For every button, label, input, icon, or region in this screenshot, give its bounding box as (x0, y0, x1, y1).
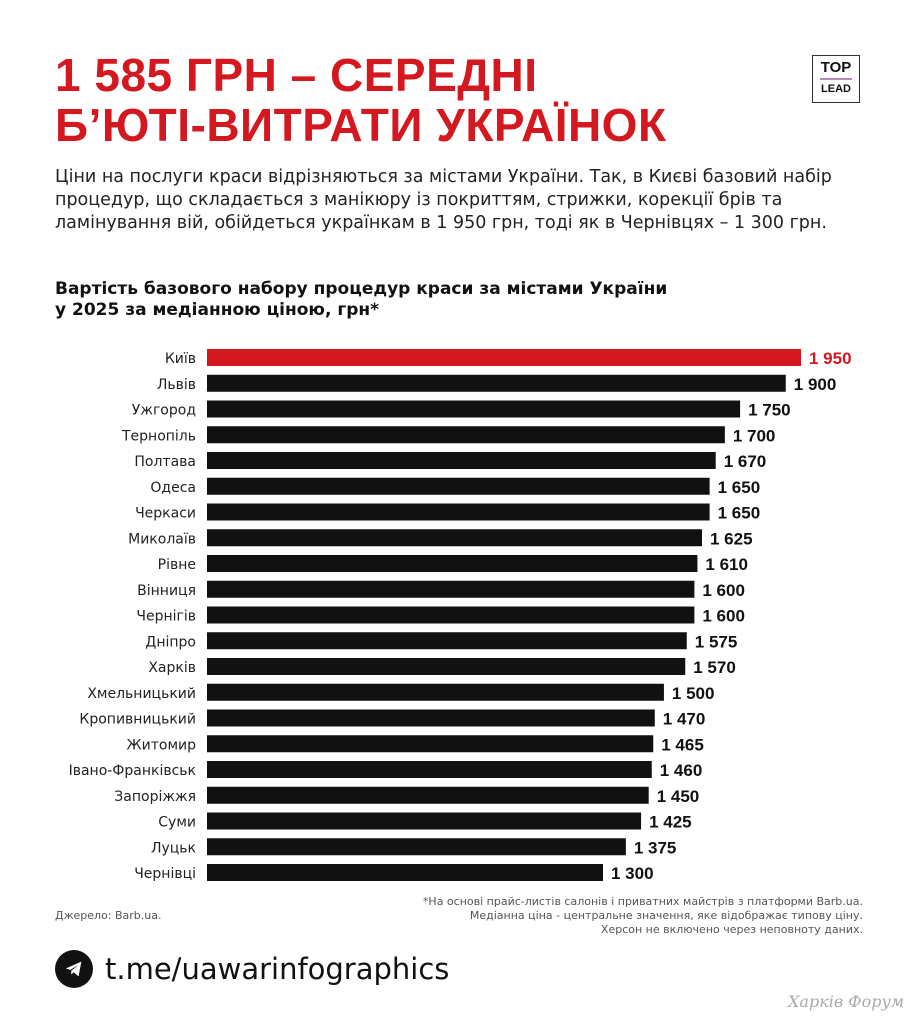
value-label: 1 700 (733, 426, 776, 445)
bar (207, 864, 603, 881)
category-label: Житомир (127, 737, 197, 753)
bar (207, 735, 654, 753)
bar (207, 477, 710, 495)
bar (207, 452, 716, 469)
bar (207, 683, 664, 701)
bar (207, 658, 686, 675)
category-label: Полтава (134, 454, 196, 470)
title-line-2: Б’ЮТІ-ВИТРАТИ УКРАЇНОК (55, 99, 667, 151)
value-label: 1 500 (672, 684, 715, 703)
value-label: 1 600 (702, 581, 745, 600)
value-label: 1 375 (634, 838, 677, 857)
telegram-url[interactable]: t.me/uawarinfographics (105, 952, 450, 986)
bar (207, 555, 698, 572)
value-label: 1 600 (702, 607, 745, 626)
category-label: Вінниця (137, 583, 196, 599)
bar (207, 838, 626, 856)
value-label: 1 470 (663, 710, 706, 729)
bar (207, 709, 655, 727)
category-label: Івано-Франківськ (69, 763, 196, 779)
category-label: Миколаїв (128, 531, 196, 547)
category-label: Черкаси (135, 506, 196, 522)
logo-bottom: LEAD (821, 83, 851, 95)
bar (207, 761, 652, 778)
value-label: 1 300 (611, 864, 654, 883)
top-lead-logo: TOP LEAD (812, 55, 860, 103)
logo-top: TOP (820, 59, 852, 76)
category-label: Тернопіль (121, 428, 196, 444)
source: Джерело: Barb.ua. (55, 909, 162, 922)
footnote-line: Херсон не включено через неповноту даних… (600, 923, 863, 936)
bar (207, 632, 687, 650)
value-label: 1 465 (661, 735, 704, 754)
value-label: 1 650 (718, 478, 761, 497)
value-label: 1 900 (794, 375, 837, 394)
category-label: Хмельницький (87, 686, 196, 702)
value-label: 1 750 (748, 401, 791, 420)
page-title: 1 585 ГРН – СЕРЕДНІ Б’ЮТІ-ВИТРАТИ УКРАЇН… (55, 50, 667, 150)
bar (207, 786, 649, 804)
value-label: 1 625 (710, 529, 753, 548)
value-label: 1 450 (657, 787, 700, 806)
category-label: Суми (158, 815, 196, 831)
category-label: Луцьк (151, 840, 196, 856)
chart-title: Вартість базового набору процедур краси … (55, 279, 667, 321)
bar (207, 349, 801, 366)
value-label: 1 460 (660, 761, 703, 780)
value-label: 1 610 (705, 555, 748, 574)
category-label: Рівне (158, 557, 196, 573)
value-label: 1 950 (809, 349, 852, 368)
chart-title-line-1: Вартість базового набору процедур краси … (55, 279, 668, 299)
category-label: Ужгород (132, 403, 196, 419)
footnote: *На основі прайс-листів салонів і приват… (423, 895, 863, 937)
bar (207, 426, 725, 444)
category-label: Чернівці (134, 866, 196, 882)
title-line-1: 1 585 ГРН – СЕРЕДНІ (55, 49, 538, 101)
bar (207, 580, 695, 598)
telegram-icon (55, 950, 93, 988)
category-label: Київ (165, 351, 196, 367)
category-label: Дніпро (145, 634, 196, 650)
category-label: Кропивницький (79, 712, 196, 728)
bar (207, 606, 695, 624)
chart-title-line-2: у 2025 за медіанною ціною, грн* (55, 300, 380, 320)
value-label: 1 650 (718, 504, 761, 523)
category-label: Львів (157, 377, 196, 393)
bar (207, 400, 741, 418)
bar (207, 529, 702, 547)
category-label: Запоріжжя (114, 789, 196, 805)
telegram-link[interactable]: t.me/uawarinfographics (55, 950, 449, 988)
category-label: Чернігів (136, 609, 196, 625)
footnote-line: *На основі прайс-листів салонів і приват… (422, 895, 863, 908)
bar (207, 503, 710, 521)
bar (207, 374, 786, 392)
category-label: Одеса (150, 480, 196, 496)
footnote-line: Медіанна ціна - центральне значення, яке… (469, 909, 863, 922)
bar (207, 812, 642, 830)
watermark: Харків Форум (788, 992, 904, 1011)
value-label: 1 575 (695, 632, 738, 651)
category-label: Харків (148, 660, 196, 676)
value-label: 1 570 (693, 658, 736, 677)
value-label: 1 670 (724, 452, 767, 471)
intro-text: Ціни на послуги краси відрізняються за м… (55, 167, 832, 233)
value-label: 1 425 (649, 813, 692, 832)
